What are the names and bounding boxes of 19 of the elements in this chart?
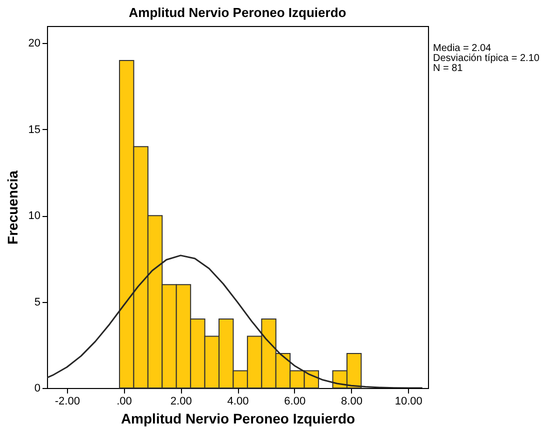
- y-tick-label: 20: [28, 38, 40, 50]
- line-series: [47, 254, 424, 388]
- chart-title: Amplitud Nervio Peroneo Izquierdo: [128, 5, 346, 20]
- x-axis-title: Amplitud Nervio Peroneo Izquierdo: [120, 410, 356, 426]
- text: Desviación típica = 2.10: [433, 53, 540, 64]
- y-tick-label: 0: [34, 382, 40, 394]
- text: N = 81: [433, 63, 464, 74]
- x-tick-label: -2.00: [54, 396, 80, 408]
- x-tick-label: 4.00: [227, 396, 249, 408]
- x-tick-label: 10.00: [394, 396, 422, 408]
- x-tick-label: 6.00: [284, 396, 306, 408]
- y-axis-title: Frecuencia: [4, 170, 20, 244]
- y-tick-label: 15: [28, 124, 40, 136]
- x-tick-label: 8.00: [341, 396, 362, 408]
- y-tick-label: 10: [28, 210, 40, 222]
- text: Media = 2.04: [433, 43, 492, 54]
- y-tick-label: 5: [34, 296, 40, 308]
- x-tick-label: .00: [116, 396, 132, 408]
- x-tick-label: 2.00: [170, 396, 192, 408]
